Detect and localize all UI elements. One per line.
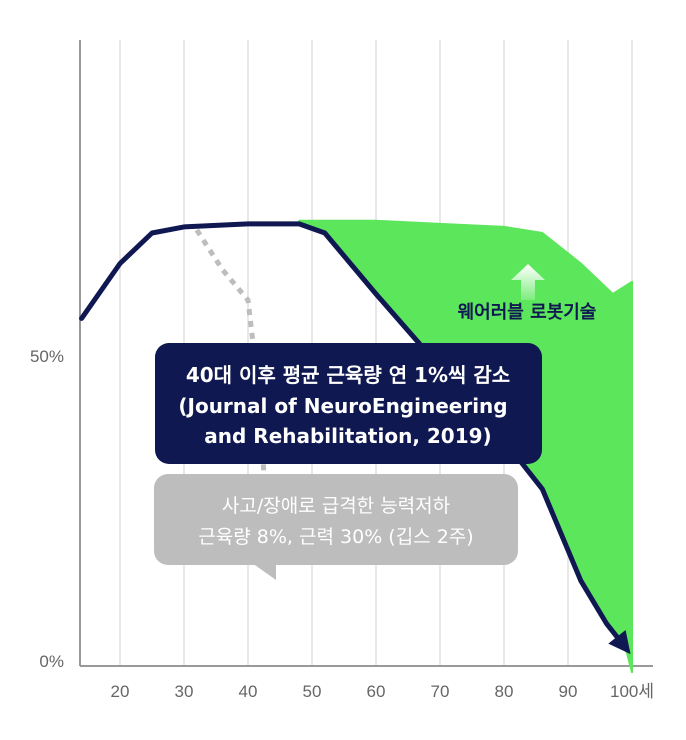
x-tick-label: 30 (175, 682, 194, 701)
gray-annotation-bubble: 사고/장애로 급격한 능력저하 근육량 8%, 근력 30% (깁스 2주) (154, 474, 518, 580)
x-tick-label: 90 (559, 682, 578, 701)
x-tick-label: 100세 (610, 682, 654, 701)
x-tick-label: 50 (303, 682, 322, 701)
x-tick-label: 60 (367, 682, 386, 701)
navy-bubble-line-1: 40대 이후 평균 근육량 연 1%씩 감소 (186, 363, 510, 387)
navy-bubble-line-3: and Rehabilitation, 2019) (204, 424, 491, 448)
navy-line (79, 221, 629, 651)
y-tick-label: 50% (30, 347, 64, 366)
x-tick-label: 80 (495, 682, 514, 701)
x-tick-label: 70 (431, 682, 450, 701)
navy-annotation-bubble: 40대 이후 평균 근육량 연 1%씩 감소 (Journal of Neuro… (155, 343, 542, 464)
navy-bubble-line-2: (Journal of NeuroEngineering (178, 394, 507, 418)
robot-label: 웨어러블 로봇기술 (458, 302, 597, 323)
y-tick-label: 0% (39, 652, 64, 671)
gray-bubble-line-1: 사고/장애로 급격한 능력저하 (222, 495, 450, 517)
up-arrow-icon (511, 264, 545, 300)
x-tick-label: 40 (239, 682, 258, 701)
gray-bubble-line-2: 근육량 8%, 근력 30% (깁스 2주) (198, 526, 473, 548)
navy-arrowhead (608, 629, 631, 655)
axes: 20 30 40 50 60 70 80 90 100세 50% 0% (30, 40, 654, 701)
x-tick-label: 20 (111, 682, 130, 701)
